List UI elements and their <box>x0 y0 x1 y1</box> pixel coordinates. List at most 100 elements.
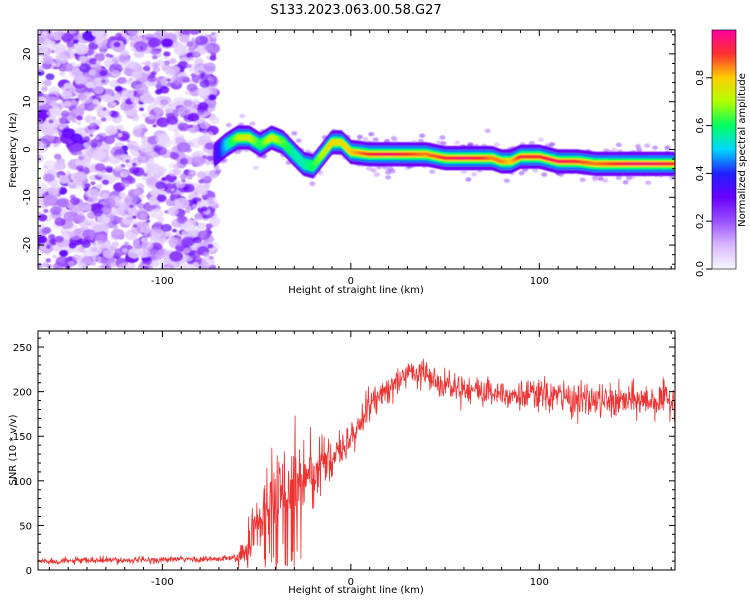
spectrogram-noise-cell <box>141 241 154 251</box>
spectrogram-noise-cell <box>184 109 189 114</box>
spectrogram-noise-cell <box>38 155 42 160</box>
spectrogram-noise-cell <box>176 215 187 224</box>
spectrogram-ridge-halo <box>440 141 447 146</box>
spectrogram-noise-cell <box>90 142 98 149</box>
spectrogram-noise-cell <box>75 159 83 166</box>
spectrogram-noise-cell <box>69 30 77 34</box>
spectrogram-ridge-halo <box>615 142 622 148</box>
spectrogram-noise-cell <box>176 181 186 189</box>
spectrogram-noise-cell <box>126 216 134 222</box>
spectrogram-noise-cell <box>89 260 97 266</box>
spectrogram-noise-cell <box>78 201 91 212</box>
spectrogram-noise-cell <box>48 86 61 96</box>
spectrogram-noise-cell <box>110 228 125 240</box>
spectrogram-noise-cell <box>43 173 55 183</box>
spectrogram-x-tick-label: -100 <box>151 276 174 287</box>
spectrogram-noise-cell <box>120 170 129 178</box>
spectrogram-noise-cell <box>44 194 58 205</box>
spectrogram-ridge-halo <box>252 165 259 170</box>
spectrogram-noise-cell <box>141 256 153 265</box>
colorbar-tick-label: 0.8 <box>695 70 706 86</box>
spectrogram-noise-cell <box>46 245 51 249</box>
spectrogram-noise-cell <box>208 94 217 101</box>
spectrogram-noise-cell <box>63 211 77 222</box>
spectrogram-noise-cell <box>38 214 48 222</box>
spectrogram-noise-cell <box>172 168 182 176</box>
snr-y-tick-label: 150 <box>13 432 32 443</box>
spectrogram-noise-cell <box>93 155 101 161</box>
spectrogram-noise-cell <box>62 63 74 72</box>
spectrogram-ridge-halo <box>603 148 610 153</box>
spectrogram-noise-cell <box>88 245 102 256</box>
spectrogram-noise-cell <box>42 262 49 268</box>
spectrogram-noise-cell <box>136 221 145 228</box>
spectrogram-noise-cell <box>52 254 58 259</box>
spectrogram-ridge-halo <box>471 172 478 177</box>
spectrogram-noise-cell <box>114 165 123 172</box>
spectrogram-noise-cell <box>133 49 145 59</box>
spectrogram-noise-cell <box>152 169 159 175</box>
spectrogram-noise-cell <box>173 132 181 138</box>
spectrogram-noise-cell <box>152 55 158 60</box>
spectrogram-ridge-halo <box>365 166 372 171</box>
spectrogram-noise-cell <box>197 87 210 97</box>
spectrogram-noise-cell <box>111 101 117 106</box>
colorbar: 0.0 0.2 0.4 0.6 0.8 Normalized spectral ampl… <box>695 29 748 277</box>
spectrogram-noise-cell <box>132 127 146 138</box>
spectrogram-noise-cell <box>127 144 135 150</box>
spectrogram-ridge-cell <box>335 140 340 145</box>
spectrogram-noise-cell <box>165 107 174 114</box>
spectrogram-noise-cell <box>101 216 110 224</box>
spectrogram-noise-cell <box>60 228 68 235</box>
spectrogram-ridge-halo <box>295 138 302 143</box>
spectrogram-noise-cell <box>188 218 197 224</box>
spectrogram-noise-cell <box>144 60 151 67</box>
spectrogram-noise-cell <box>76 121 82 126</box>
spectrogram-noise-cell <box>203 43 214 52</box>
spectrogram-noise-cell <box>183 247 191 254</box>
spectrogram-noise-cell <box>192 51 201 58</box>
spectrogram-noise-cell <box>209 55 217 61</box>
spectrogram-noise-cell <box>38 109 49 121</box>
spectrogram-noise-cell <box>149 200 155 205</box>
spectrogram-noise-cell <box>166 78 171 82</box>
spectrogram-noise-cell <box>196 222 206 230</box>
spectrogram-noise-cell <box>183 99 193 107</box>
spectrogram-noise-cell <box>175 197 190 209</box>
spectrogram-ridge-halo <box>493 142 500 147</box>
spectrogram-noise-cell <box>134 124 142 130</box>
spectrogram-noise-cell <box>169 69 174 73</box>
spectrogram-noise-cell <box>119 192 126 198</box>
spectrogram-noise-cell <box>95 60 100 64</box>
spectrogram-ridge-halo <box>417 138 424 144</box>
spectrogram-noise-cell <box>58 126 64 131</box>
spectrogram-noise-cell <box>47 34 55 41</box>
spectrogram-ridge-halo <box>309 181 316 186</box>
spectrogram-noise-cell <box>63 100 72 107</box>
spectrogram-noise-cell <box>54 161 66 171</box>
spectrogram-x-tick-label: 0 <box>348 276 354 287</box>
spectrogram-noise-cell <box>166 82 173 87</box>
spectrogram-noise-cell <box>123 89 135 98</box>
spectrogram-ridge-halo <box>439 135 446 140</box>
spectrogram-noise-cell <box>95 183 103 190</box>
spectrogram-noise-cell <box>153 106 165 115</box>
spectrogram-noise-cell <box>102 249 115 259</box>
spectrogram-noise-cell <box>202 251 210 258</box>
spectrogram-noise-cell <box>74 42 81 48</box>
spectrogram-noise-cell <box>139 107 145 112</box>
spectrogram-ridge-halo <box>249 121 256 126</box>
spectrogram-noise-cell <box>159 137 172 148</box>
spectrogram-noise-cell <box>172 228 177 233</box>
spectrogram-noise-cell <box>102 94 113 103</box>
spectrogram-noise-cell <box>121 248 128 253</box>
spectrogram-noise-cell <box>110 110 120 119</box>
spectrogram-noise-cell <box>93 85 105 95</box>
spectrogram-noise-cell <box>203 182 211 189</box>
spectrogram-noise-cell <box>80 240 91 249</box>
spectrogram-noise-cell <box>74 171 88 182</box>
spectrogram-noise-cell <box>192 98 199 103</box>
spectrogram-noise-cell <box>163 56 169 60</box>
spectrogram-ridge-halo <box>611 147 618 152</box>
